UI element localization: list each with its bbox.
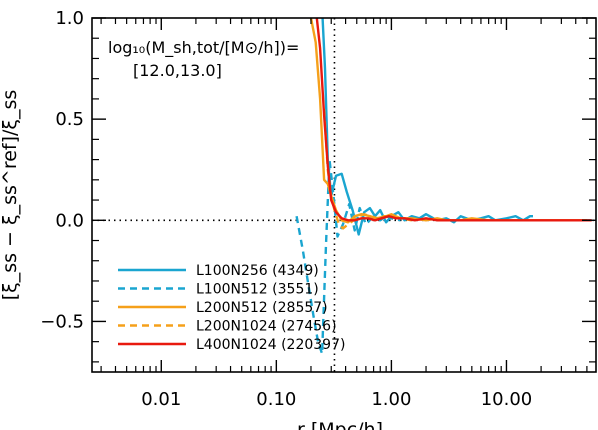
series-line-1	[321, 18, 533, 236]
legend-label: L400N1024 (220397)	[196, 337, 345, 353]
y-tick-label: 0.5	[55, 109, 84, 130]
annotation-line-1: log₁₀(M_sh,tot/[M⊙/h])=	[108, 38, 299, 58]
annotation-line-2: [12.0,13.0]	[133, 61, 222, 80]
legend-label: L100N256 (4349)	[196, 263, 319, 279]
legend: L100N256 (4349) L100N512 (3551) L200N512 (…	[118, 263, 345, 353]
legend-label: L200N512 (28557)	[196, 300, 328, 316]
x-axis-label: r [Mpc/h]	[297, 419, 383, 430]
x-tick-label: 0.01	[141, 389, 181, 410]
legend-label: L200N1024 (27456)	[196, 319, 337, 335]
plot-frame	[91, 17, 597, 373]
y-axis-label: [ξ_ss − ξ_ss^ref]/ξ_ss	[0, 90, 21, 301]
x-tick-label: 1.00	[371, 389, 411, 410]
y-tick-label: 0.0	[55, 210, 84, 231]
y-tick-label: −0.5	[40, 311, 84, 332]
legend-label: L100N512 (3551)	[196, 282, 319, 298]
x-tick-label: 10.00	[481, 389, 533, 410]
x-tick-label: 0.10	[256, 389, 296, 410]
annotation: log₁₀(M_sh,tot/[M⊙/h])= [12.0,13.0]	[108, 38, 299, 80]
y-tick-label: 1.0	[55, 8, 84, 29]
series-line-3	[309, 18, 587, 224]
series-line-5	[315, 18, 592, 222]
